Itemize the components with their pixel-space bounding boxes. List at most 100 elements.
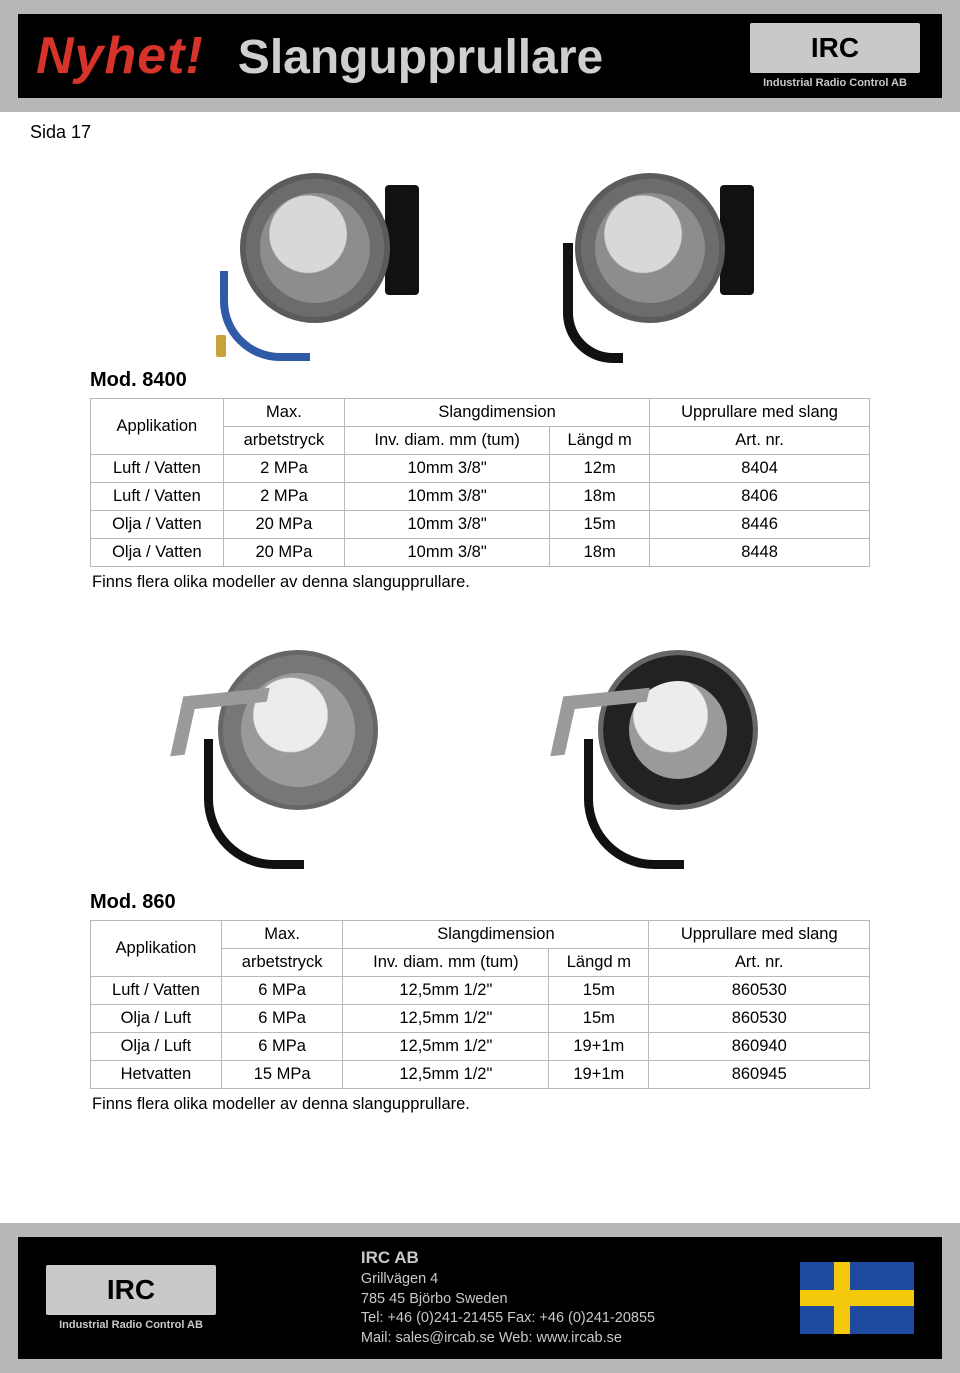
col-arbetstryck-top: Max.: [221, 921, 343, 949]
table-body-860: Luft / Vatten6 MPa12,5mm 1/2"15m860530Ol…: [91, 977, 870, 1089]
table-cell: Luft / Vatten: [91, 483, 224, 511]
reel-8400-blue-icon: [210, 165, 415, 355]
table-cell: 10mm 3/8": [345, 455, 550, 483]
table-cell: 860530: [649, 977, 870, 1005]
col-upprullare-top: Upprullare med slang: [650, 399, 870, 427]
table-cell: 6 MPa: [221, 1033, 343, 1061]
table-cell: 8446: [650, 511, 870, 539]
col-arbetstryck-bottom: arbetstryck: [221, 949, 343, 977]
nyhet-badge: Nyhet!: [36, 26, 204, 86]
page-number: Sida 17: [30, 122, 960, 143]
model-title-860: Mod. 860: [90, 891, 870, 914]
table-cell: Olja / Luft: [91, 1005, 222, 1033]
sweden-flag-icon: [800, 1262, 914, 1334]
table-cell: 19+1m: [549, 1033, 649, 1061]
table-cell: 2 MPa: [223, 483, 344, 511]
table-cell: 12,5mm 1/2": [343, 1033, 549, 1061]
table-cell: 6 MPa: [221, 1005, 343, 1033]
col-artnr: Art. nr.: [649, 949, 870, 977]
col-arbetstryck-bottom: arbetstryck: [223, 427, 344, 455]
section-860: Mod. 860 Applikation Max. Slangdimension…: [0, 891, 960, 1114]
table-cell: Luft / Vatten: [91, 455, 224, 483]
footer-addr1: Grillvägen 4: [361, 1270, 655, 1290]
col-slangdim: Slangdimension: [345, 399, 650, 427]
table-cell: Olja / Luft: [91, 1033, 222, 1061]
page-title: Slangupprullare: [238, 30, 603, 85]
table-cell: 10mm 3/8": [345, 539, 550, 567]
table-body-8400: Luft / Vatten2 MPa10mm 3/8"12m8404Luft /…: [91, 455, 870, 567]
header-frame: Nyhet! Slangupprullare IRC Industrial Ra…: [0, 0, 960, 112]
table-cell: 20 MPa: [223, 539, 344, 567]
table-cell: 12,5mm 1/2": [343, 1005, 549, 1033]
table-row: Olja / Vatten20 MPa10mm 3/8"18m8448: [91, 539, 870, 567]
table-cell: Olja / Vatten: [91, 539, 224, 567]
table-cell: 12,5mm 1/2": [343, 1061, 549, 1089]
table-cell: Hetvatten: [91, 1061, 222, 1089]
note-8400: Finns flera olika modeller av denna slan…: [92, 573, 870, 592]
table-cell: 2 MPa: [223, 455, 344, 483]
table-cell: 20 MPa: [223, 511, 344, 539]
product-images-860: [0, 646, 960, 861]
col-applikation: Applikation: [91, 399, 224, 455]
table-cell: 15m: [550, 511, 650, 539]
table-cell: 18m: [550, 483, 650, 511]
table-cell: 8404: [650, 455, 870, 483]
footer-addr2: 785 45 Björbo Sweden: [361, 1290, 655, 1310]
table-row: Olja / Luft6 MPa12,5mm 1/2"19+1m860940: [91, 1033, 870, 1061]
footer-company: IRC AB: [361, 1247, 655, 1270]
table-cell: 860945: [649, 1061, 870, 1089]
col-langd: Längd m: [550, 427, 650, 455]
section-8400: Mod. 8400 Applikation Max. Slangdimensio…: [0, 369, 960, 592]
table-cell: 10mm 3/8": [345, 483, 550, 511]
table-cell: 860530: [649, 1005, 870, 1033]
table-cell: 6 MPa: [221, 977, 343, 1005]
footer-bar: IRC Industrial Radio Control AB IRC AB G…: [12, 1231, 948, 1365]
table-cell: Olja / Vatten: [91, 511, 224, 539]
reel-860-empty-icon: [180, 646, 400, 861]
table-cell: 19+1m: [549, 1061, 649, 1089]
footer-logo: IRC Industrial Radio Control AB: [46, 1265, 216, 1331]
col-slangdim: Slangdimension: [343, 921, 649, 949]
col-langd: Längd m: [549, 949, 649, 977]
table-row: Hetvatten15 MPa12,5mm 1/2"19+1m860945: [91, 1061, 870, 1089]
table-cell: 15 MPa: [221, 1061, 343, 1089]
spec-table-8400: Applikation Max. Slangdimension Upprulla…: [90, 398, 870, 567]
table-cell: 15m: [549, 977, 649, 1005]
table-cell: 860940: [649, 1033, 870, 1061]
footer-logo-icon: IRC: [46, 1265, 216, 1315]
footer-tel: Tel: +46 (0)241-21455 Fax: +46 (0)241-20…: [361, 1309, 655, 1329]
table-row: Olja / Luft6 MPa12,5mm 1/2"15m860530: [91, 1005, 870, 1033]
table-cell: 18m: [550, 539, 650, 567]
footer-logo-sub: Industrial Radio Control AB: [46, 1319, 216, 1331]
header-left: Nyhet! Slangupprullare: [36, 26, 603, 86]
table-cell: 8448: [650, 539, 870, 567]
reel-860-hose-icon: [560, 646, 780, 861]
col-inv: Inv. diam. mm (tum): [343, 949, 549, 977]
footer-frame: IRC Industrial Radio Control AB IRC AB G…: [0, 1223, 960, 1373]
table-cell: Luft / Vatten: [91, 977, 222, 1005]
reel-8400-black-icon: [545, 165, 750, 355]
table-row: Luft / Vatten2 MPa10mm 3/8"12m8404: [91, 455, 870, 483]
model-title-8400: Mod. 8400: [90, 369, 870, 392]
logo-subtitle: Industrial Radio Control AB: [750, 77, 920, 89]
col-artnr: Art. nr.: [650, 427, 870, 455]
col-upprullare-top: Upprullare med slang: [649, 921, 870, 949]
col-applikation: Applikation: [91, 921, 222, 977]
table-row: Olja / Vatten20 MPa10mm 3/8"15m8446: [91, 511, 870, 539]
table-cell: 10mm 3/8": [345, 511, 550, 539]
table-row: Luft / Vatten2 MPa10mm 3/8"18m8406: [91, 483, 870, 511]
note-860: Finns flera olika modeller av denna slan…: [92, 1095, 870, 1114]
col-inv: Inv. diam. mm (tum): [345, 427, 550, 455]
spec-table-860: Applikation Max. Slangdimension Upprulla…: [90, 920, 870, 1089]
table-cell: 12,5mm 1/2": [343, 977, 549, 1005]
header-bar: Nyhet! Slangupprullare IRC Industrial Ra…: [12, 8, 948, 104]
logo-icon: IRC: [750, 23, 920, 73]
table-cell: 12m: [550, 455, 650, 483]
footer-contact: IRC AB Grillvägen 4 785 45 Björbo Sweden…: [361, 1247, 655, 1348]
product-images-8400: [0, 165, 960, 355]
col-arbetstryck-top: Max.: [223, 399, 344, 427]
table-row: Luft / Vatten6 MPa12,5mm 1/2"15m860530: [91, 977, 870, 1005]
table-cell: 15m: [549, 1005, 649, 1033]
logo-top: IRC Industrial Radio Control AB: [750, 23, 920, 89]
table-cell: 8406: [650, 483, 870, 511]
